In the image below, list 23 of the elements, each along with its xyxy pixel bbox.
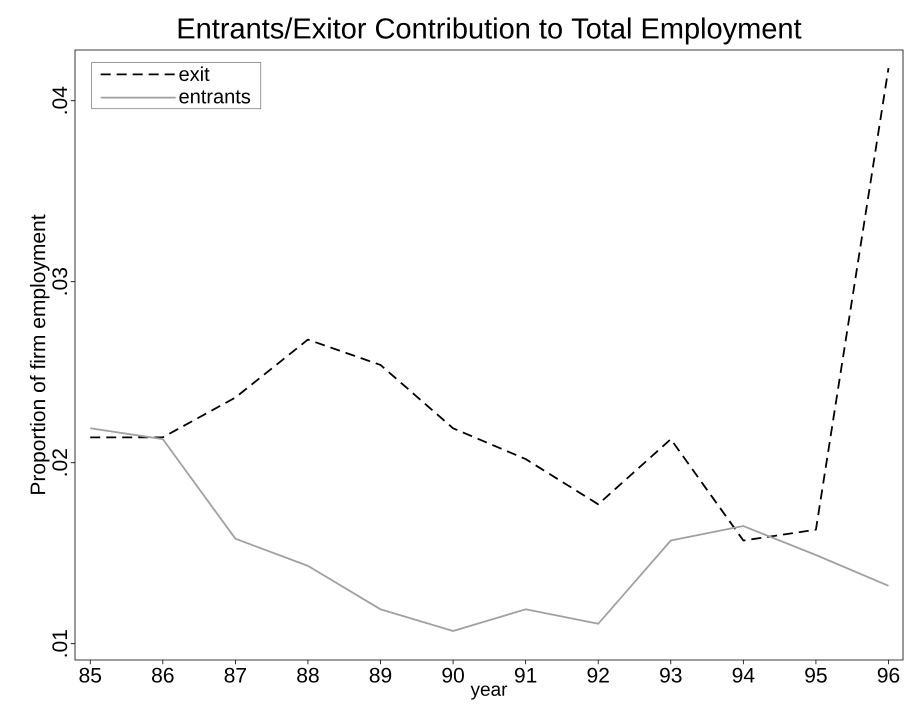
x-tick-label: 90 <box>442 668 464 683</box>
line-series <box>89 67 890 542</box>
x-tick-label: 96 <box>878 668 900 683</box>
y-tick-label: .02 <box>52 449 68 476</box>
x-tick-label: 89 <box>370 668 392 683</box>
x-tick-label: 92 <box>588 668 609 683</box>
x-tick-label: 95 <box>805 668 827 683</box>
legend-label: exit <box>179 66 210 82</box>
x-tick-label: 85 <box>79 668 102 683</box>
x-tick-label: 86 <box>152 668 174 683</box>
x-tick-label: 87 <box>224 668 246 683</box>
x-tick-label: 93 <box>660 668 682 683</box>
chart-title: Entrants/Exitor Contribution to Total Employment <box>178 17 802 44</box>
y-tick-label: .03 <box>52 268 68 294</box>
y-tick-label: .04 <box>52 86 68 114</box>
x-tick-label: 94 <box>732 668 754 683</box>
y-tick-label: .01 <box>52 630 68 656</box>
x-axis-title: year <box>470 686 508 700</box>
x-tick-label: 91 <box>514 668 536 683</box>
y-axis-title: Proportion of firm employment <box>30 214 50 494</box>
legend-label: entrants <box>179 90 250 104</box>
x-tick-label: 88 <box>297 668 319 683</box>
line-series <box>89 427 890 632</box>
